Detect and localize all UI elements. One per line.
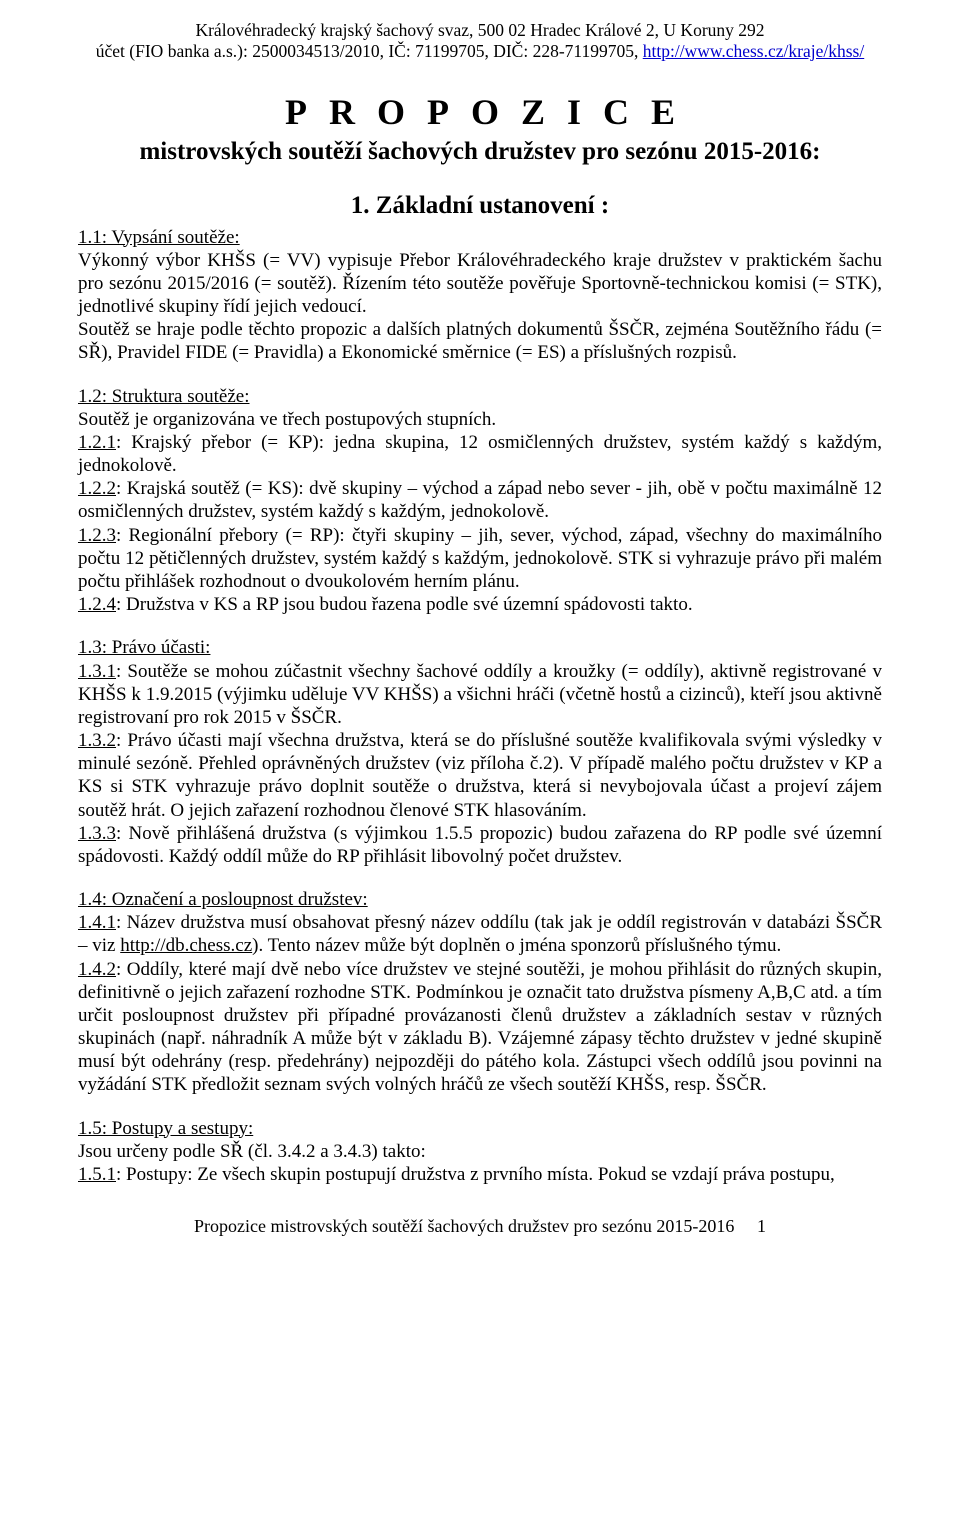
document-page: Královéhradecký krajský šachový svaz, 50… (0, 0, 960, 1528)
paragraph-1-3: 1.3: Právo účasti: 1.3.1: Soutěže se moh… (78, 636, 882, 868)
organization-header: Královéhradecký krajský šachový svaz, 50… (78, 20, 882, 63)
paragraph-1-5: 1.5: Postupy a sestupy: Jsou určeny podl… (78, 1117, 882, 1187)
org-url[interactable]: http://www.chess.cz/kraje/khss/ (643, 41, 864, 61)
db-link[interactable]: http://db.chess.cz (120, 935, 252, 956)
document-title: PROPOZICE (78, 91, 882, 135)
paragraph-1-2: 1.2: Struktura soutěže: Soutěž je organi… (78, 385, 882, 617)
paragraph-1-4: 1.4: Označení a posloupnost družstev: 1.… (78, 888, 882, 1097)
section-1-heading: 1. Základní ustanovení : (78, 191, 882, 222)
page-number: 1 (757, 1216, 766, 1238)
page-footer: Propozice mistrovských soutěží šachových… (78, 1216, 882, 1238)
document-subtitle: mistrovských soutěží šachových družstev … (78, 137, 882, 168)
org-account-line: účet (FIO banka a.s.): 2500034513/2010, … (78, 41, 882, 62)
org-address: Královéhradecký krajský šachový svaz, 50… (78, 20, 882, 41)
paragraph-1-1: 1.1: Vypsání soutěže: Výkonný výbor KHŠS… (78, 226, 882, 365)
